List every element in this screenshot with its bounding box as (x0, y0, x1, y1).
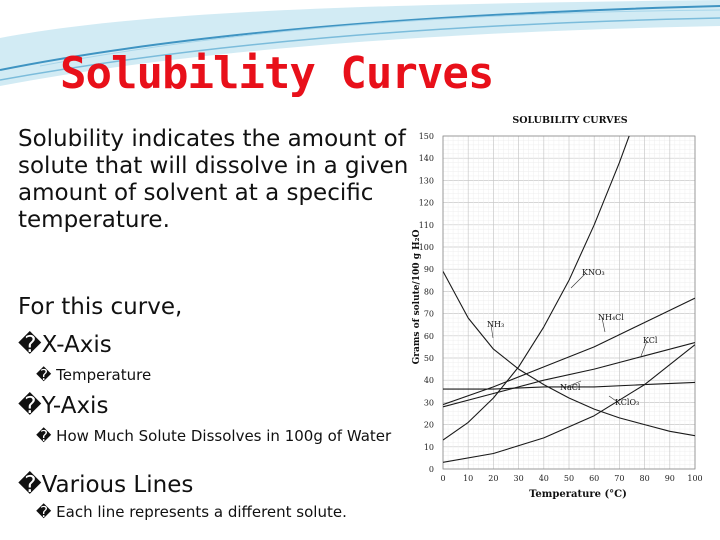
wave-line-dark-3 (39, 9, 720, 67)
x-tick-label: 30 (514, 474, 524, 483)
y-tick-label: 140 (419, 154, 434, 163)
y-tick-label: 0 (429, 465, 434, 474)
x-tick-label: 20 (488, 474, 498, 483)
y-tick-label: 120 (419, 199, 434, 208)
sub-bullet-solute-amount: � How Much Solute Dissolves in 100g of W… (36, 428, 396, 445)
bullet-various-lines: �Various Lines (18, 472, 193, 498)
bullet-glyph: � (18, 332, 42, 358)
x-tick-label: 60 (589, 474, 599, 483)
chart-ticks: 0 10 20 30 40 50 60 70 80 90 100 110 120 130 140 150 0 10… (419, 132, 703, 483)
bullet-y-axis: �Y-Axis (18, 393, 108, 419)
x-tick-label: 90 (665, 474, 675, 483)
series-label-leader (570, 272, 587, 289)
y-tick-label: 80 (424, 287, 434, 296)
series-label-leader (601, 317, 606, 333)
y-tick-label: 70 (424, 310, 434, 319)
x-tick-label: 0 (440, 474, 445, 483)
series-label: KClO₃ (615, 398, 639, 407)
bullet-label: X-Axis (41, 332, 112, 358)
wave-line-dark-2 (0, 17, 720, 81)
bullet-label: Y-Axis (41, 393, 109, 419)
x-tick-label: 80 (640, 474, 650, 483)
wave-band-light (0, 0, 720, 86)
series-label-leader (608, 395, 620, 404)
series-labels: KNO₃ NH₃ NH₄Cl KCl NaCl KClO₃ (487, 268, 658, 407)
chart-grid (442, 135, 696, 470)
intro-text: Solubility indicates the amount of solut… (18, 126, 409, 233)
wave-line-dark-1 (0, 5, 720, 71)
y-tick-label: 50 (424, 354, 434, 363)
series-label-leader (640, 340, 648, 357)
series-label-leader (563, 380, 582, 389)
plot-frame (442, 135, 696, 470)
series-label: NH₄Cl (598, 313, 624, 322)
bullet-glyph: � (36, 366, 52, 384)
y-tick-label: 60 (424, 332, 434, 341)
x-tick-label: 70 (614, 474, 624, 483)
x-tick-label: 100 (687, 474, 702, 483)
sub-bullet-each-line: � Each line represents a different solut… (36, 504, 347, 521)
header-wave-decoration (0, 0, 720, 86)
chart-title: SOLUBILITY CURVES (512, 115, 627, 126)
y-axis-label: Grams of solute/100 g H₂O (412, 229, 422, 364)
series-label: KCl (643, 336, 658, 345)
sub-bullet-label: Temperature (56, 366, 152, 384)
slide-title: Solubility Curves (60, 48, 494, 99)
chart-lines (443, 136, 695, 463)
bullet-glyph: � (36, 503, 52, 521)
x-tick-label: 40 (539, 474, 549, 483)
x-tick-label: 50 (564, 474, 574, 483)
series-line (443, 341, 695, 408)
series-label-leader (490, 324, 494, 339)
sub-bullet-label: How Much Solute Dissolves in 100g of Wat… (56, 427, 392, 445)
solubility-chart: SOLUBILITY CURVES Grams of solute/100 g … (412, 115, 703, 500)
series-line (443, 271, 695, 437)
y-tick-label: 90 (424, 265, 434, 274)
y-tick-label: 20 (424, 421, 434, 430)
bullet-glyph: � (18, 472, 42, 498)
for-curve-text: For this curve, (18, 294, 183, 320)
sub-bullet-label: Each line represents a different solute. (56, 503, 347, 521)
bullet-glyph: � (36, 427, 52, 445)
series-label: NH₃ (487, 320, 504, 329)
series-line (443, 381, 695, 390)
bullet-x-axis: �X-Axis (18, 332, 112, 358)
x-axis-label: Temperature (°C) (529, 489, 627, 500)
series-label: KNO₃ (582, 268, 605, 277)
y-tick-label: 30 (424, 398, 434, 407)
series-line (443, 136, 630, 441)
series-line (443, 344, 695, 463)
series-line (443, 297, 695, 406)
x-tick-label: 10 (463, 474, 473, 483)
y-tick-label: 150 (419, 132, 434, 141)
series-label: NaCl (560, 383, 581, 392)
y-tick-label: 110 (419, 221, 434, 230)
y-tick-label: 40 (424, 376, 434, 385)
bullet-glyph: � (18, 393, 42, 419)
y-tick-label: 10 (424, 443, 434, 452)
y-tick-label: 100 (419, 243, 434, 252)
sub-bullet-temperature: � Temperature (36, 367, 151, 384)
y-tick-label: 130 (419, 176, 434, 185)
bullet-label: Various Lines (41, 472, 194, 498)
